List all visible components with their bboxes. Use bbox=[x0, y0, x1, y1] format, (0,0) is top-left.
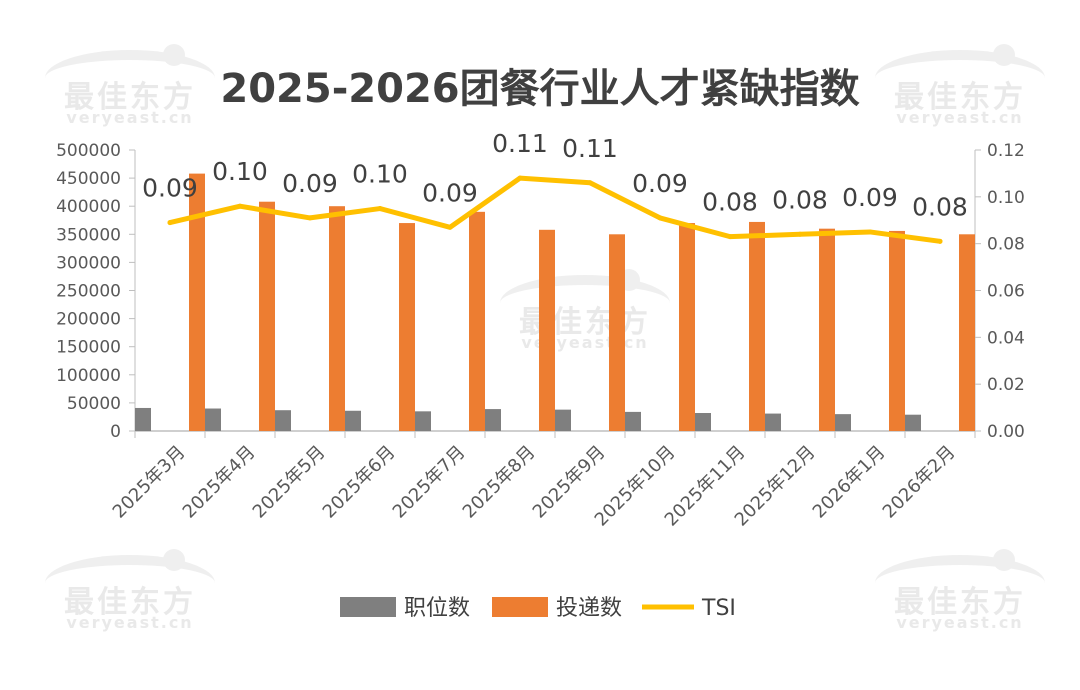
bar-applications bbox=[399, 223, 415, 431]
tsi-data-label: 0.08 bbox=[912, 192, 968, 221]
x-tick-label: 2025年5月 bbox=[249, 442, 330, 523]
x-tick-label: 2025年8月 bbox=[459, 442, 540, 523]
tsi-line-group bbox=[167, 175, 943, 244]
y-left-tick-label: 100000 bbox=[56, 366, 121, 386]
tsi-point bbox=[937, 238, 943, 244]
y-right-tick-label: 0.12 bbox=[987, 141, 1025, 161]
bar-jobs bbox=[695, 413, 711, 431]
x-tick-label: 2026年2月 bbox=[879, 442, 960, 523]
tsi-point bbox=[237, 203, 243, 209]
bar-applications bbox=[749, 221, 765, 431]
x-tick-label: 2025年4月 bbox=[179, 442, 260, 523]
bar-applications bbox=[259, 201, 275, 431]
tsi-data-label: 0.08 bbox=[702, 188, 758, 217]
tsi-data-label: 0.10 bbox=[352, 160, 408, 189]
legend-swatch-applications bbox=[492, 597, 548, 617]
bar-jobs bbox=[205, 408, 221, 431]
watermark-cn: 最佳东方 bbox=[64, 585, 196, 620]
legend-label-applications: 投递数 bbox=[556, 596, 622, 621]
tsi-point bbox=[727, 234, 733, 240]
legend-label-jobs: 职位数 bbox=[404, 596, 470, 621]
x-tick-label: 2025年3月 bbox=[109, 442, 190, 523]
y-left-tick-label: 500000 bbox=[56, 141, 121, 161]
tsi-data-label: 0.09 bbox=[842, 183, 898, 212]
tsi-point bbox=[867, 229, 873, 235]
tsi-point bbox=[797, 231, 803, 237]
x-tick-label: 2025年6月 bbox=[319, 442, 400, 523]
chart-title: 2025-2026团餐行业人才紧缺指数 bbox=[220, 66, 859, 112]
y-left-tick-label: 300000 bbox=[56, 253, 121, 273]
x-tick-label: 2026年1月 bbox=[809, 442, 890, 523]
watermark-en: veryeast.cn bbox=[66, 108, 194, 127]
bar-jobs bbox=[275, 410, 291, 431]
y-left-tick-label: 150000 bbox=[56, 338, 121, 358]
tsi-data-label: 0.11 bbox=[562, 134, 618, 163]
y-right-tick-label: 0.08 bbox=[987, 235, 1025, 255]
bar-jobs bbox=[835, 414, 851, 431]
watermark-en: veryeast.cn bbox=[896, 108, 1024, 127]
bar-jobs bbox=[345, 410, 361, 431]
tsi-data-label: 0.10 bbox=[212, 157, 268, 186]
watermark-cn: 最佳东方 bbox=[64, 80, 196, 115]
y-right-tick-label: 0.02 bbox=[987, 375, 1025, 395]
watermark-cn: 最佳东方 bbox=[894, 585, 1026, 620]
x-tick-label: 2025年7月 bbox=[389, 442, 470, 523]
tsi-data-label: 0.09 bbox=[282, 169, 338, 198]
y-left-tick-label: 350000 bbox=[56, 225, 121, 245]
y-left-tick-label: 50000 bbox=[67, 394, 121, 414]
tsi-data-label: 0.08 bbox=[772, 185, 828, 214]
tsi-point bbox=[587, 180, 593, 186]
y-left-tick-label: 450000 bbox=[56, 169, 121, 189]
bar-applications bbox=[819, 228, 835, 431]
y-left-tick-label: 400000 bbox=[56, 197, 121, 217]
bar-applications bbox=[539, 229, 555, 431]
bar-applications bbox=[329, 206, 345, 431]
y-left-tick-label: 250000 bbox=[56, 282, 121, 302]
watermark-top-left: 最佳东方 veryeast.cn bbox=[35, 44, 225, 130]
y-right-tick-label: 0.00 bbox=[987, 422, 1025, 442]
bar-applications bbox=[889, 230, 905, 431]
bar-applications bbox=[959, 234, 975, 431]
tsi-point bbox=[657, 215, 663, 221]
y-right-tick-label: 0.04 bbox=[987, 328, 1025, 348]
bar-jobs bbox=[625, 411, 641, 431]
bar-jobs bbox=[485, 409, 501, 431]
y-right-tick-label: 0.10 bbox=[987, 188, 1025, 208]
bar-jobs bbox=[765, 413, 781, 431]
tsi-data-label: 0.09 bbox=[422, 178, 478, 207]
watermark-en: veryeast.cn bbox=[66, 613, 194, 632]
watermark-bottom-left: 最佳东方 veryeast.cn bbox=[35, 549, 225, 635]
watermark-cn: 最佳东方 bbox=[894, 80, 1026, 115]
watermark-en: veryeast.cn bbox=[896, 613, 1024, 632]
tsi-line bbox=[167, 175, 943, 244]
y-left-tick-label: 200000 bbox=[56, 310, 121, 330]
y-left-tick-label: 0 bbox=[110, 422, 121, 442]
tsi-point bbox=[377, 206, 383, 212]
data-labels: 0.09 0.10 0.09 0.10 0.09 0.11 0.11 0.09 0.08 0.08… bbox=[142, 129, 968, 221]
legend-swatch-jobs bbox=[340, 597, 396, 617]
tsi-point bbox=[517, 175, 523, 181]
bar-applications bbox=[679, 223, 695, 431]
y-right-tick-label: 0.06 bbox=[987, 282, 1025, 302]
bar-applications bbox=[189, 173, 205, 431]
bar-jobs bbox=[415, 411, 431, 431]
bar-jobs bbox=[905, 414, 921, 431]
bars bbox=[135, 173, 975, 431]
tsi-data-label: 0.11 bbox=[492, 129, 548, 158]
tsi-point bbox=[307, 215, 313, 221]
bar-applications bbox=[609, 234, 625, 431]
tsi-data-label: 0.09 bbox=[142, 174, 198, 203]
tsi-point bbox=[447, 224, 453, 230]
tsi-data-label: 0.09 bbox=[632, 169, 688, 198]
watermark-top-right: 最佳东方 veryeast.cn bbox=[865, 44, 1055, 130]
bar-jobs bbox=[135, 407, 151, 431]
bar-jobs bbox=[555, 409, 571, 431]
tsi-point bbox=[167, 220, 173, 226]
bar-applications bbox=[469, 211, 485, 431]
legend: 职位数 投递数 TSI bbox=[340, 596, 736, 621]
legend-label-tsi: TSI bbox=[701, 596, 736, 621]
watermark-bottom-right: 最佳东方 veryeast.cn bbox=[865, 549, 1055, 635]
